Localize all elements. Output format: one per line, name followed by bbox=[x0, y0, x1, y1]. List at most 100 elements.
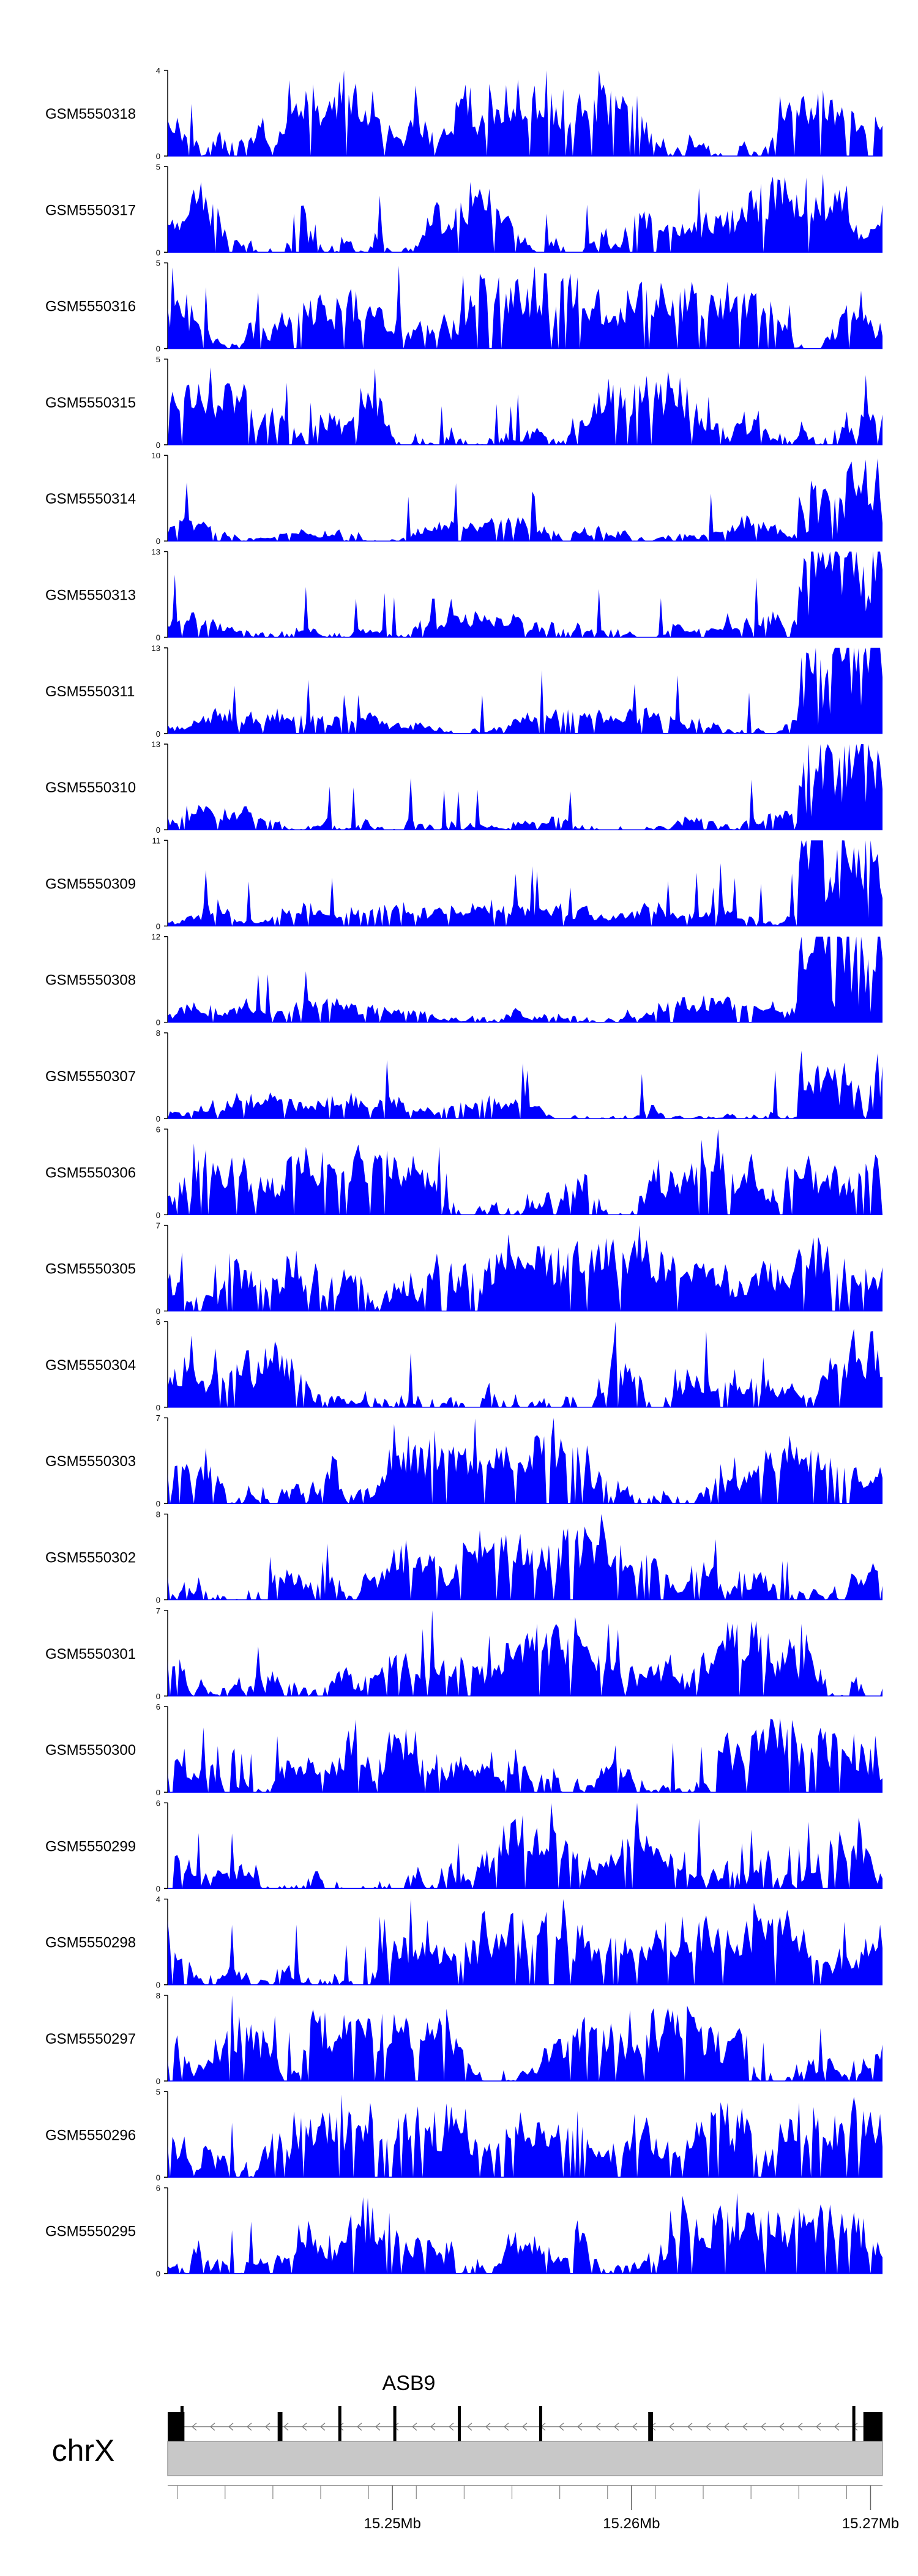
y-tick-label-max: 6 bbox=[156, 1125, 160, 1134]
y-tick-label-max: 5 bbox=[156, 259, 160, 268]
coverage-area bbox=[168, 1610, 883, 1696]
strand-arrow bbox=[595, 2422, 601, 2431]
coverage-area bbox=[168, 1129, 883, 1215]
coverage-area bbox=[168, 1995, 883, 2081]
y-tick-label-min: 0 bbox=[156, 344, 160, 354]
track-GSM5550316: GSM5550316 5 0 bbox=[45, 259, 883, 354]
y-tick-label-min: 0 bbox=[156, 1018, 160, 1027]
y-tick-label-max: 13 bbox=[152, 548, 160, 557]
track-GSM5550313: GSM5550313 13 0 bbox=[45, 548, 883, 642]
track-GSM5550301: GSM5550301 7 0 bbox=[45, 1606, 883, 1701]
y-tick-label-max: 7 bbox=[156, 1413, 160, 1423]
y-tick-label-max: 13 bbox=[152, 740, 160, 749]
strand-arrow bbox=[357, 2422, 362, 2431]
track-label: GSM5550304 bbox=[45, 1357, 136, 1374]
signal-tracks: GSM555031840GSM555031750GSM555031650GSM5… bbox=[45, 66, 883, 2279]
gene-exon-marker bbox=[852, 2406, 856, 2448]
strand-arrow bbox=[797, 2422, 803, 2431]
track-GSM5550315: GSM5550315 5 0 bbox=[45, 355, 883, 450]
strand-arrow bbox=[210, 2422, 215, 2431]
y-tick-label-max: 13 bbox=[152, 644, 160, 653]
y-tick-label-min: 0 bbox=[156, 537, 160, 546]
strand-arrow bbox=[449, 2422, 454, 2431]
coverage-area bbox=[168, 458, 883, 542]
gene-label: ASB9 bbox=[382, 2372, 436, 2395]
track-label: GSM5550302 bbox=[45, 1550, 136, 1566]
coverage-area bbox=[168, 551, 883, 638]
x-tick-label: 15.27Mb bbox=[842, 2515, 899, 2532]
strand-arrow bbox=[228, 2422, 234, 2431]
y-tick-label-min: 0 bbox=[156, 729, 160, 739]
coverage-area bbox=[168, 647, 883, 734]
strand-arrow bbox=[247, 2422, 252, 2431]
track-label: GSM5550298 bbox=[45, 1935, 136, 1951]
strand-arrow bbox=[687, 2422, 693, 2431]
y-tick-label-max: 12 bbox=[152, 932, 160, 942]
track-label: GSM5550309 bbox=[45, 876, 136, 892]
strand-arrow bbox=[283, 2422, 289, 2431]
y-tick-label-min: 0 bbox=[156, 1981, 160, 1990]
track-GSM5550309: GSM5550309 11 0 bbox=[45, 836, 883, 931]
coverage-area bbox=[168, 2094, 883, 2178]
track-GSM5550295: GSM5550295 6 0 bbox=[45, 2184, 883, 2279]
gene-exon-marker bbox=[393, 2406, 397, 2448]
coverage-area bbox=[168, 1051, 883, 1119]
strand-arrow bbox=[430, 2422, 436, 2431]
track-GSM5550308: GSM5550308 12 0 bbox=[45, 932, 883, 1027]
y-tick-label-min: 0 bbox=[156, 825, 160, 835]
y-tick-label-min: 0 bbox=[156, 1692, 160, 1701]
track-label: GSM5550299 bbox=[45, 1838, 136, 1855]
strand-arrow bbox=[779, 2422, 785, 2431]
track-label: GSM5550317 bbox=[45, 202, 136, 218]
coverage-area bbox=[168, 1418, 883, 1504]
strand-arrow bbox=[265, 2422, 271, 2431]
strand-arrow bbox=[742, 2422, 748, 2431]
y-tick-label-max: 4 bbox=[156, 66, 160, 75]
coverage-area bbox=[168, 1321, 883, 1407]
gene-exon-marker bbox=[338, 2406, 341, 2448]
track-label: GSM5550296 bbox=[45, 2127, 136, 2143]
strand-arrow bbox=[761, 2422, 766, 2431]
track-GSM5550296: GSM5550296 5 0 bbox=[45, 2087, 883, 2182]
gene-exon bbox=[277, 2412, 283, 2441]
y-tick-label-max: 5 bbox=[156, 355, 160, 364]
track-GSM5550302: GSM5550302 8 0 bbox=[45, 1510, 883, 1605]
track-GSM5550305: GSM5550305 7 0 bbox=[45, 1221, 883, 1316]
strand-arrow bbox=[724, 2422, 730, 2431]
track-label: GSM5550311 bbox=[45, 683, 135, 700]
strand-arrow bbox=[577, 2422, 583, 2431]
y-tick-label-min: 0 bbox=[156, 921, 160, 931]
track-GSM5550303: GSM5550303 7 0 bbox=[45, 1413, 883, 1508]
gene-exon-marker bbox=[458, 2406, 461, 2448]
y-tick-label-max: 5 bbox=[156, 2087, 160, 2096]
track-GSM5550300: GSM5550300 6 0 bbox=[45, 1702, 883, 1797]
chromosome-bar bbox=[167, 2441, 883, 2476]
coverage-area bbox=[168, 1899, 883, 1985]
track-label: GSM5550313 bbox=[45, 587, 136, 604]
track-label: GSM5550300 bbox=[45, 1742, 136, 1759]
track-label: GSM5550297 bbox=[45, 2031, 136, 2047]
coverage-area bbox=[168, 1514, 883, 1600]
coverage-area bbox=[168, 744, 883, 830]
x-tick-label: 15.26Mb bbox=[603, 2515, 660, 2532]
track-GSM5550298: GSM5550298 4 0 bbox=[45, 1895, 883, 1990]
gene-track: ASB9 bbox=[168, 2372, 883, 2448]
y-tick-label-max: 8 bbox=[156, 1510, 160, 1519]
y-tick-label-min: 0 bbox=[156, 2077, 160, 2086]
coverage-area bbox=[168, 1225, 883, 1311]
coverage-area bbox=[168, 2192, 883, 2274]
track-GSM5550306: GSM5550306 6 0 bbox=[45, 1125, 883, 1219]
y-tick-label-max: 6 bbox=[156, 1317, 160, 1327]
track-GSM5550297: GSM5550297 8 0 bbox=[45, 1991, 883, 2086]
y-tick-label-max: 5 bbox=[156, 162, 160, 171]
strand-arrow bbox=[834, 2422, 840, 2431]
track-GSM5550314: GSM5550314 10 0 bbox=[45, 451, 883, 546]
track-GSM5550318: GSM5550318 4 0 bbox=[45, 66, 883, 161]
y-tick-label-min: 0 bbox=[156, 1499, 160, 1508]
track-GSM5550311: GSM5550311 13 0 bbox=[45, 644, 883, 739]
y-tick-label-max: 8 bbox=[156, 1991, 160, 2000]
track-GSM5550304: GSM5550304 6 0 bbox=[45, 1317, 883, 1412]
y-tick-label-min: 0 bbox=[156, 2269, 160, 2279]
coverage-area bbox=[168, 936, 883, 1022]
